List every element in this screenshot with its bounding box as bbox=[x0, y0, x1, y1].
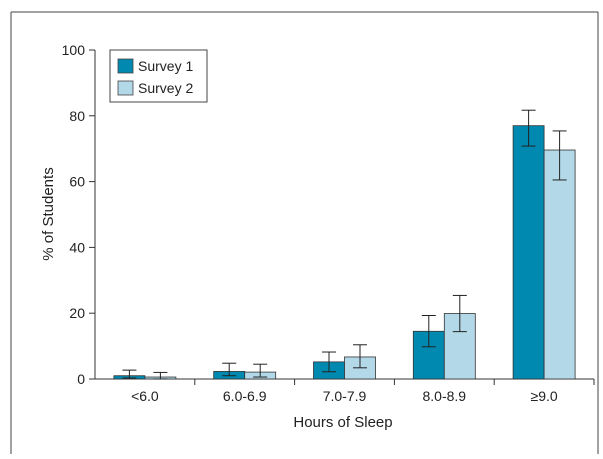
legend-label-survey-1: Survey 1 bbox=[138, 58, 193, 74]
legend-swatch-survey-1 bbox=[117, 58, 134, 74]
legend-swatch-survey-2 bbox=[117, 80, 134, 96]
y-tick-label: 60 bbox=[69, 174, 85, 190]
legend: Survey 1 Survey 2 bbox=[109, 49, 208, 103]
x-tick-label: <6.0 bbox=[131, 388, 159, 404]
x-tick-label: 8.0-8.9 bbox=[423, 388, 467, 404]
x-axis-label: Hours of Sleep bbox=[293, 414, 392, 431]
y-tick-label: 40 bbox=[69, 239, 85, 255]
error-bars-group bbox=[122, 109, 567, 380]
legend-label-survey-2: Survey 2 bbox=[138, 80, 193, 96]
y-tick-label: 100 bbox=[62, 42, 86, 58]
bar-survey-2-4 bbox=[543, 149, 576, 380]
y-tick-label: 0 bbox=[77, 371, 85, 387]
x-tick-label: 7.0-7.9 bbox=[323, 388, 367, 404]
y-tick-label: 20 bbox=[69, 305, 85, 321]
y-tick-label: 80 bbox=[69, 108, 85, 124]
bar-survey-1-4 bbox=[512, 125, 545, 380]
bars-group bbox=[113, 125, 576, 380]
x-axis: <6.0 6.0-6.9 7.0-7.9 8.0-8.9 ≥9.0 bbox=[95, 378, 595, 404]
y-axis-label: % of Students bbox=[40, 167, 57, 260]
bar-survey-2-3 bbox=[443, 313, 476, 380]
y-axis: 0 20 40 60 80 100 bbox=[62, 42, 96, 387]
x-tick-label: 6.0-6.9 bbox=[223, 388, 267, 404]
x-tick-label: ≥9.0 bbox=[531, 388, 558, 404]
